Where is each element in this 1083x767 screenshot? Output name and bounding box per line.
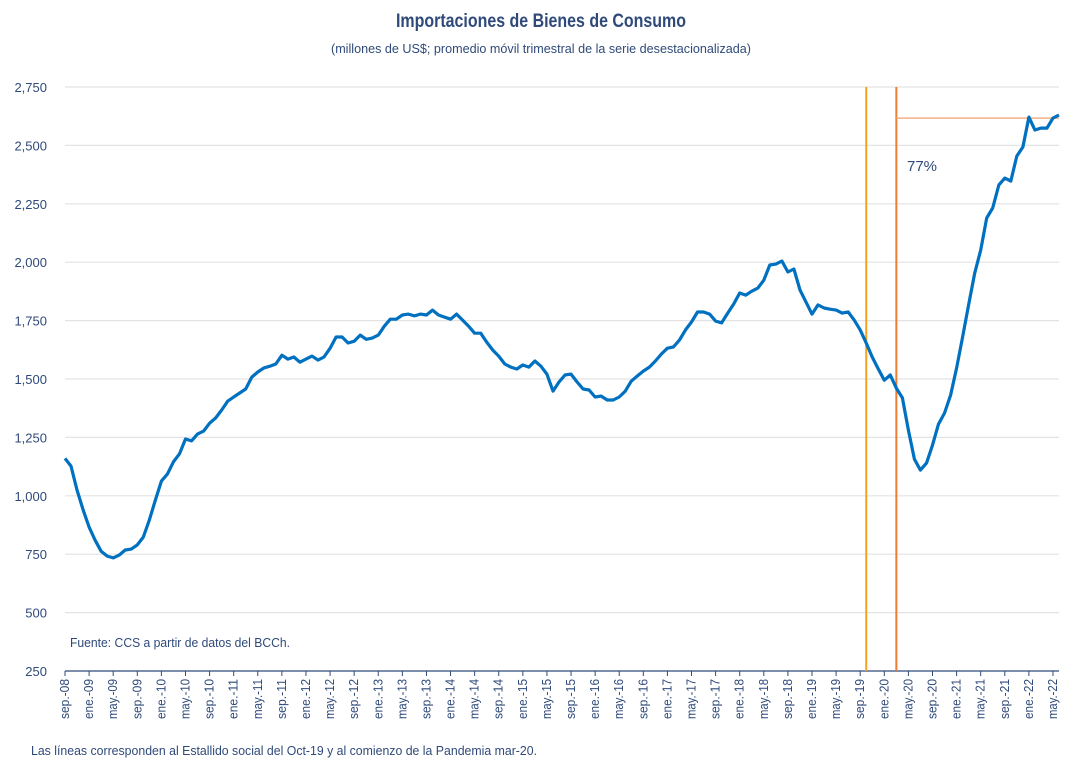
x-tick-label: sep.-11 xyxy=(274,679,289,719)
x-tick-label: sep.-09 xyxy=(129,679,144,719)
x-tick-label: ene.-14 xyxy=(443,679,458,719)
x-tick-label: ene.-16 xyxy=(587,679,602,719)
x-tick-label: may.-22 xyxy=(1045,679,1060,719)
y-tick-label: 2,500 xyxy=(14,138,47,153)
x-tick-label: may.-12 xyxy=(322,679,337,719)
x-tick-label: ene.-10 xyxy=(153,679,168,719)
x-tick-label: ene.-21 xyxy=(949,679,964,719)
y-tick-label: 1,250 xyxy=(14,430,47,445)
x-tick-label: ene.-22 xyxy=(1021,679,1036,719)
x-tick-label: sep.-18 xyxy=(780,679,795,719)
x-axis: sep.-08 ene.-09 may.-09 sep.-09 ene.-10 may.-… xyxy=(57,670,1060,719)
source-note: Fuente: CCS a partir de datos del BCCh. xyxy=(70,635,290,650)
x-tick-label: sep.-16 xyxy=(635,679,650,719)
y-tick-label: 1,750 xyxy=(14,314,47,329)
x-tick-label: sep.-08 xyxy=(57,679,72,719)
x-tick-label: may.-21 xyxy=(973,679,988,719)
x-tick-label: ene.-11 xyxy=(226,679,241,719)
x-tick-label: sep.-10 xyxy=(202,679,217,719)
x-tick-label: may.-17 xyxy=(684,679,699,719)
x-tick-label: sep.-20 xyxy=(924,679,939,719)
annotation-77-percent: 77% xyxy=(907,158,937,175)
x-tick-label: sep.-12 xyxy=(346,679,361,719)
series-line xyxy=(63,113,1060,560)
x-tick-label: may.-16 xyxy=(611,679,626,719)
x-tick-label: may.-18 xyxy=(756,679,771,719)
x-tick-label: ene.-09 xyxy=(81,679,96,719)
x-tick-label: sep.-19 xyxy=(852,679,867,719)
x-tick-label: ene.-15 xyxy=(515,679,530,719)
y-tick-label: 2,750 xyxy=(14,80,47,95)
x-tick-label: ene.-18 xyxy=(732,679,747,719)
y-tick-label: 500 xyxy=(25,606,47,621)
x-tick-label: may.-19 xyxy=(828,679,843,719)
x-tick-label: ene.-20 xyxy=(876,679,891,719)
x-tick-label: may.-15 xyxy=(539,679,554,719)
y-tick-label: 2,000 xyxy=(14,255,47,270)
x-tick-label: may.-09 xyxy=(105,679,120,719)
event-lines xyxy=(865,87,1059,671)
x-tick-label: sep.-15 xyxy=(563,679,578,719)
x-tick-label: may.-14 xyxy=(467,679,482,719)
x-tick-label: ene.-13 xyxy=(370,679,385,719)
x-tick-label: ene.-12 xyxy=(298,679,313,719)
footnote: Las líneas corresponden al Estallido soc… xyxy=(31,743,537,758)
y-tick-label: 750 xyxy=(25,547,47,562)
x-tick-label: may.-13 xyxy=(394,679,409,719)
x-tick-label: sep.-13 xyxy=(418,679,433,719)
x-tick-label: sep.-21 xyxy=(997,679,1012,719)
chart-title: Importaciones de Bienes de Consumo xyxy=(396,11,686,32)
x-tick-label: may.-20 xyxy=(900,679,915,719)
y-axis: 250 500 750 1,000 1,250 1,500 1,750 2,000 2,250 2… xyxy=(14,80,47,679)
x-tick-label: may.-10 xyxy=(177,679,192,719)
x-tick-label: sep.-14 xyxy=(491,679,506,719)
x-tick-label: sep.-17 xyxy=(708,679,723,719)
x-tick-label: may.-11 xyxy=(250,679,265,719)
x-tick-label: ene.-17 xyxy=(659,679,674,719)
y-tick-label: 1,000 xyxy=(14,489,47,504)
y-tick-label: 2,250 xyxy=(14,197,47,212)
chart-subtitle: (millones de US$; promedio móvil trimest… xyxy=(331,41,751,56)
y-tick-label: 250 xyxy=(25,664,47,679)
x-tick-label: ene.-19 xyxy=(804,679,819,719)
y-tick-label: 1,500 xyxy=(14,372,47,387)
